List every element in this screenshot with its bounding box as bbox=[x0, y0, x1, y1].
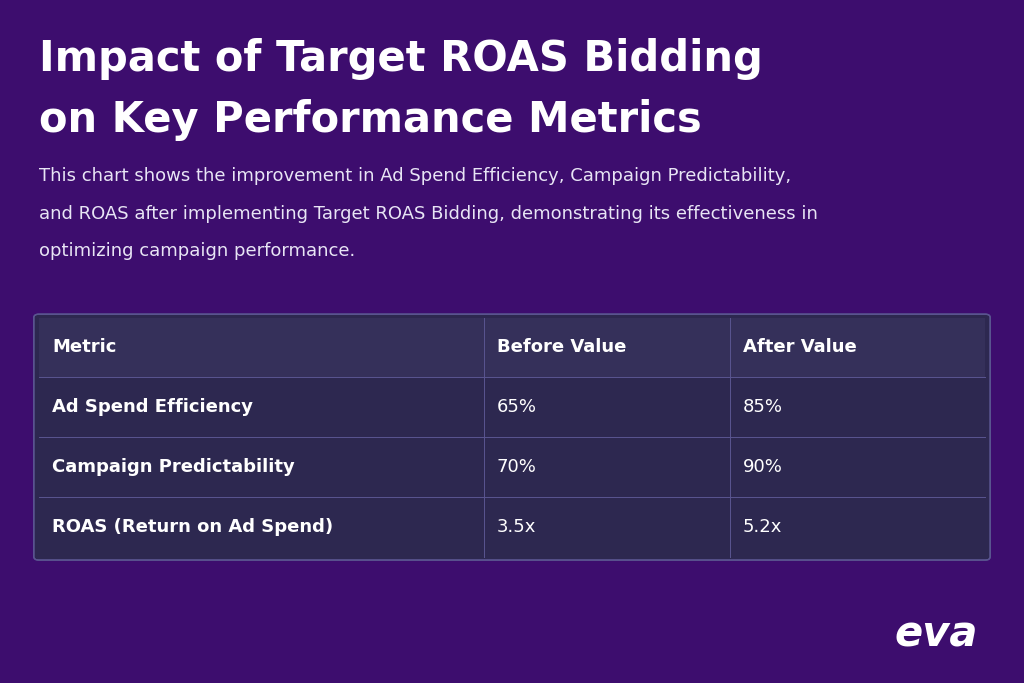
Text: optimizing campaign performance.: optimizing campaign performance. bbox=[39, 242, 355, 260]
Text: 90%: 90% bbox=[743, 458, 782, 476]
FancyBboxPatch shape bbox=[34, 314, 990, 560]
Text: 70%: 70% bbox=[497, 458, 537, 476]
Text: and ROAS after implementing Target ROAS Bidding, demonstrating its effectiveness: and ROAS after implementing Target ROAS … bbox=[39, 205, 818, 223]
Text: ROAS (Return on Ad Spend): ROAS (Return on Ad Spend) bbox=[52, 518, 334, 535]
Text: 3.5x: 3.5x bbox=[497, 518, 537, 535]
Bar bbox=[39, 318, 985, 377]
Text: Campaign Predictability: Campaign Predictability bbox=[52, 458, 295, 476]
Text: 5.2x: 5.2x bbox=[743, 518, 782, 535]
Text: 65%: 65% bbox=[497, 398, 537, 416]
Text: Impact of Target ROAS Bidding: Impact of Target ROAS Bidding bbox=[39, 38, 763, 79]
Text: 85%: 85% bbox=[743, 398, 783, 416]
Text: Ad Spend Efficiency: Ad Spend Efficiency bbox=[52, 398, 253, 416]
Text: on Key Performance Metrics: on Key Performance Metrics bbox=[39, 99, 701, 141]
Text: Metric: Metric bbox=[52, 339, 117, 357]
Text: Before Value: Before Value bbox=[497, 339, 627, 357]
Text: eva: eva bbox=[894, 614, 978, 656]
Text: This chart shows the improvement in Ad Spend Efficiency, Campaign Predictability: This chart shows the improvement in Ad S… bbox=[39, 167, 791, 185]
Text: After Value: After Value bbox=[743, 339, 857, 357]
